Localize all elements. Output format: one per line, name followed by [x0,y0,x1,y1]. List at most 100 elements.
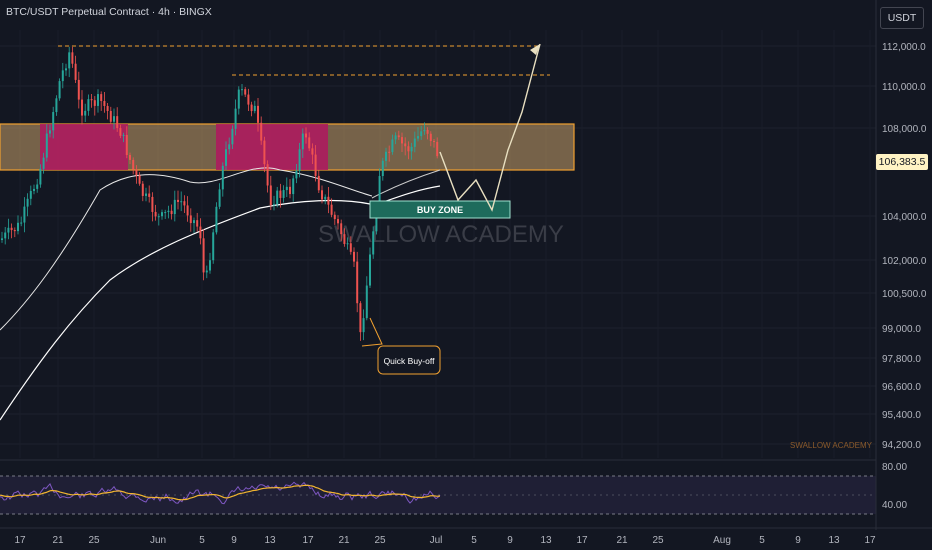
candle-body [170,210,173,215]
candle-body [266,164,269,186]
candle-body [113,116,115,122]
candle-body [58,81,61,99]
candle-body [375,207,378,232]
candle-body [276,190,279,205]
candle-body [225,149,227,166]
x-tick-label: 17 [302,535,314,546]
x-tick-label: 17 [576,535,588,546]
candle-body [1,238,3,240]
buy-zone-box [369,200,511,219]
x-tick-label: Jun [150,535,166,546]
candle-body [247,94,250,105]
candle-body [388,151,391,153]
x-tick-label: 25 [88,535,100,546]
rsi-y-axis[interactable]: 80.00 40.00 [882,462,907,511]
x-tick-label: 21 [52,535,64,546]
candle-body [327,196,330,205]
candle-body [330,204,333,215]
candle-body [282,190,285,198]
candle-body [285,186,288,191]
candle-body [61,70,64,82]
x-tick-label: 17 [864,535,876,546]
candle-body [55,98,58,113]
candle-body [269,185,272,206]
buy-zone-label: BUY ZONE [417,205,463,215]
y-tick-label: 97,800.0 [882,354,921,365]
rsi-tick-label: 80.00 [882,462,907,473]
candle-body [202,238,205,273]
candle-body [333,214,336,220]
quick-buyoff-label: Quick Buy-off [384,356,436,366]
candle-body [397,135,400,138]
candle-body [199,226,202,239]
candle-body [141,183,144,196]
candle-body [311,148,314,155]
candle-body [125,134,128,156]
x-tick-label: 17 [14,535,26,546]
quick-buyoff-box [377,345,441,375]
candle-body [17,222,19,232]
candle-body [154,211,157,217]
x-tick-label: 21 [338,535,350,546]
candle-body [378,176,381,208]
x-tick-label: 9 [231,535,237,546]
candle-body [81,99,83,116]
candle-body [87,99,90,111]
candle-body [138,175,141,184]
candle-body [346,243,349,245]
candle-body [151,196,154,212]
candle-body [212,232,215,261]
x-axis[interactable]: 17 21 25 Jun 5 9 13 17 21 25 Jul 5 9 13 17 21 25 Aug 5 9 13 1… [14,535,876,546]
candle-body [196,220,199,227]
candle-body [205,270,208,273]
currency-button[interactable]: USDT [880,7,924,29]
candle-body [237,89,240,109]
x-tick-label: Jul [430,535,443,546]
candle-body [90,99,93,101]
candle-body [33,188,35,191]
candle-body [234,108,237,129]
y-tick-label: 112,000.0 [882,42,926,53]
candle-body [215,206,218,233]
candle-body [369,254,371,286]
x-tick-label: 13 [828,535,840,546]
candle-body [340,223,343,235]
candle-body [433,141,435,143]
candle-body [74,63,77,80]
candle-body [244,89,247,95]
candle-body [257,105,259,123]
x-tick-label: 25 [652,535,664,546]
candle-body [173,199,176,215]
candle-body [106,105,109,111]
candle-body [13,230,16,232]
x-tick-label: 21 [616,535,628,546]
watermark: SWALLOW ACADEMY [318,221,564,248]
y-tick-label: 102,000.0 [882,256,927,267]
candle-body [228,144,231,150]
candle-body [314,154,317,176]
candle-body [353,251,355,262]
y-tick-label: 94,200.0 [882,440,921,451]
x-tick-label: 9 [507,535,513,546]
candle-body [84,110,87,116]
candle-body [273,204,275,206]
candle-body [231,128,234,145]
candles [1,46,439,341]
y-tick-label: 108,000.0 [882,124,927,135]
candle-body [359,303,362,333]
y-axis[interactable]: 112,000.0 110,000.0 108,000.0 104,000.0 102,… [882,42,927,451]
candle-body [109,110,112,122]
candle-body [52,112,55,131]
candle-body [260,122,263,141]
grid [0,30,876,458]
candle-body [68,52,71,69]
candle-body [413,138,416,147]
candle-body [401,137,403,144]
candle-body [279,190,282,198]
candle-body [317,175,320,191]
candle-body [20,222,23,224]
candle-body [426,129,429,134]
candle-body [189,215,192,224]
candle-body [301,133,304,150]
